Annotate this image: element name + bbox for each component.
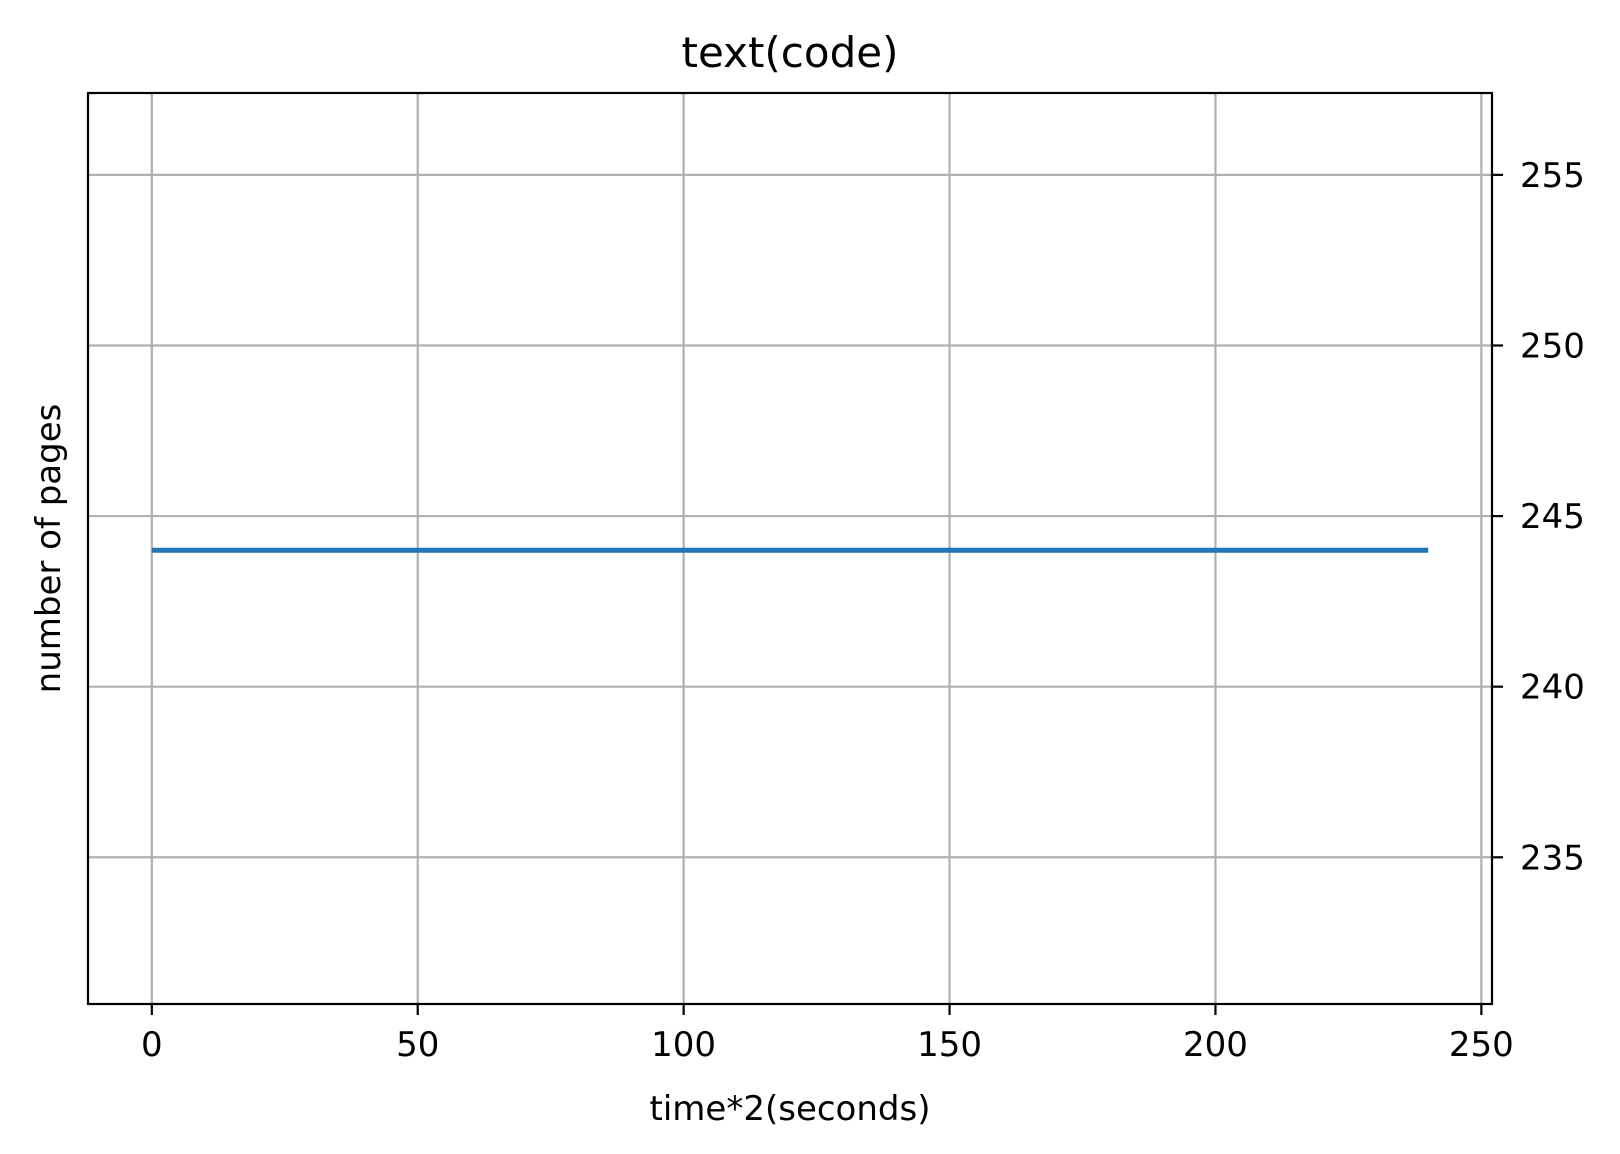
plot-frame [86, 91, 1494, 1006]
y-tick-label: 240 [1520, 668, 1585, 708]
x-tick-label: 200 [1183, 1025, 1248, 1065]
x-tick-label: 50 [396, 1025, 439, 1065]
x-tick-label: 100 [651, 1025, 716, 1065]
y-tick-label: 250 [1520, 326, 1585, 366]
x-tick-label: 0 [141, 1025, 163, 1065]
y-axis-label: number of pages [29, 404, 69, 694]
x-tick-label: 250 [1449, 1025, 1514, 1065]
tick-layer: 0 50 100 150 200 250 235 240 245 250 255 [141, 156, 1585, 1065]
y-tick-label: 245 [1520, 497, 1585, 537]
chart-title: text(code) [682, 28, 899, 77]
y-tick-label: 255 [1520, 156, 1585, 196]
x-axis-label: time*2(seconds) [650, 1089, 931, 1129]
y-tick-label: 235 [1520, 838, 1585, 878]
x-tick-label: 150 [917, 1025, 982, 1065]
